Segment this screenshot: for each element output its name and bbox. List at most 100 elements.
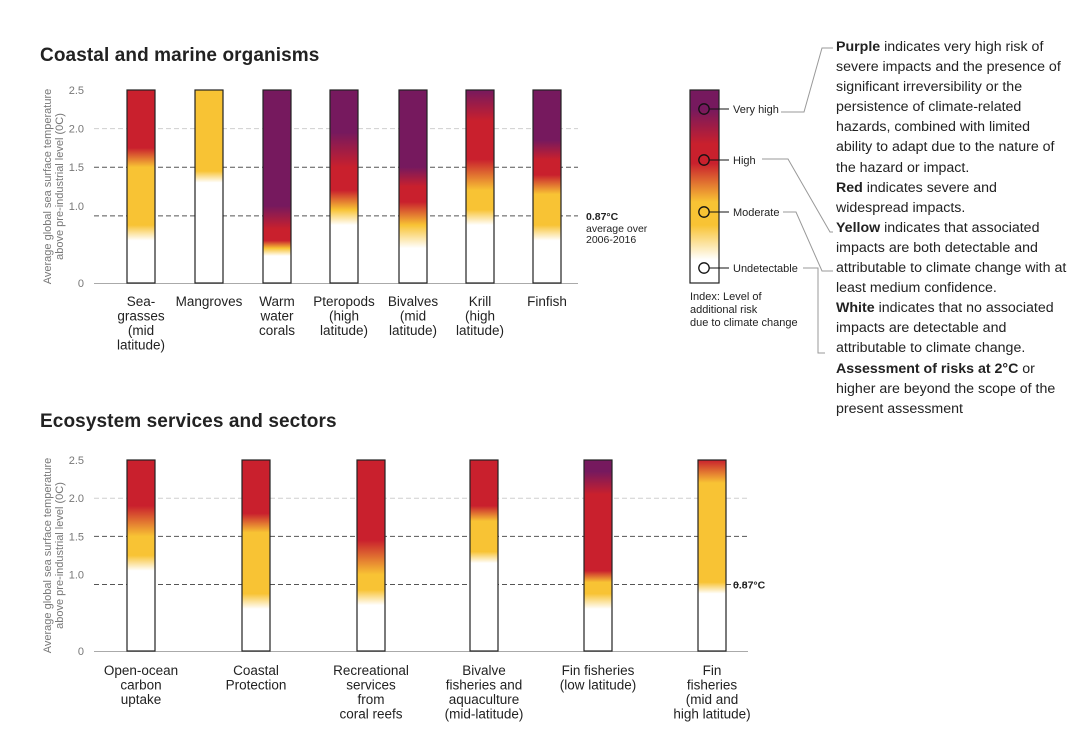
legend-connectors	[762, 47, 833, 354]
category-label: (low latitude)	[560, 678, 637, 693]
legend-description-keyword: Purple	[836, 39, 881, 55]
category-label: Recreational	[333, 663, 409, 678]
y-axis-label-line: Average global sea surface temperature	[42, 89, 54, 284]
legend-description-3: White indicates that no associated impac…	[836, 298, 1068, 358]
legend-description-keyword: Yellow	[836, 219, 881, 236]
y-tick-label: 2.0	[69, 124, 84, 136]
bar-fin-fisheries-mid-and-high-latitude	[697, 459, 727, 652]
category-label: uptake	[121, 692, 162, 707]
legend-description-text: or higher are beyond the scope of the pr…	[836, 360, 1056, 417]
legend-description-1: Red indicates severe and widespread impa…	[836, 178, 1068, 218]
bar-sea-grasses-mid-latitude	[126, 89, 156, 284]
category-label: Bivalve	[462, 663, 506, 678]
reference-line-note: average over	[586, 223, 648, 235]
category-label: Warm	[259, 294, 295, 309]
y-tick-label: 2.5	[69, 455, 84, 467]
reference-line-note: 2006-2016	[586, 234, 636, 246]
legend-description-2: Yellow indicates that associated impacts…	[836, 218, 1068, 298]
category-label: grasses	[117, 309, 165, 324]
legend-description-text: indicates severe and widespread impacts.	[836, 179, 997, 216]
category-label: Mangroves	[176, 294, 243, 309]
chart-title-organisms: Coastal and marine organisms	[40, 45, 320, 66]
legend-connector	[762, 158, 833, 233]
chart-organisms: Average global sea surface temperatureab…	[42, 85, 648, 353]
bar-pteropods-high-latitude	[329, 89, 359, 284]
category-label: (mid-latitude)	[445, 707, 524, 722]
legend-description: Purple indicates very high risk of sever…	[836, 37, 1068, 419]
legend-description-keyword: Assessment of risks at 2°C	[836, 360, 1019, 377]
category-label: Krill	[469, 294, 492, 309]
y-axis-label: Average global sea surface temperatureab…	[42, 89, 66, 284]
y-tick-label: 0	[78, 278, 84, 290]
reference-line-label: 0.87°C	[733, 580, 766, 592]
legend-caption: Index: Level of	[690, 291, 762, 303]
category-label: latitude)	[320, 323, 368, 338]
legend-description-keyword: Red	[836, 179, 863, 196]
y-tick-label: 1.5	[69, 531, 84, 543]
legend-label: Undetectable	[733, 263, 798, 275]
legend-description-0: Purple indicates very high risk of sever…	[836, 37, 1068, 178]
legend-caption: due to climate change	[690, 317, 798, 329]
y-tick-label: 0	[78, 646, 84, 658]
bar-warm-water-corals	[262, 89, 292, 284]
category-label: aquaculture	[449, 692, 520, 707]
bar-recreational-services-from-coral-reefs	[356, 459, 386, 652]
category-label: water	[259, 309, 294, 324]
legend-label: High	[733, 155, 756, 167]
category-label: (high	[465, 309, 495, 324]
y-axis-label-line: above pre-industrial level (0C)	[54, 113, 66, 260]
category-label: latitude)	[456, 323, 504, 338]
legend-description-text: indicates very high risk of severe impac…	[836, 39, 1061, 176]
legend-color-bar	[689, 89, 720, 284]
category-label: Sea-	[127, 294, 156, 309]
category-label: services	[346, 678, 396, 693]
y-tick-label: 1.0	[69, 570, 84, 582]
category-label: Bivalves	[388, 294, 439, 309]
bar-krill-high-latitude	[465, 89, 495, 284]
bar-mangroves	[194, 89, 224, 284]
category-label: Pteropods	[313, 294, 375, 309]
y-axis-label-line: above pre-industrial level (0C)	[54, 482, 66, 629]
bar-bivalves-mid-latitude	[398, 89, 428, 284]
category-label: (mid and	[686, 692, 739, 707]
legend-label: Moderate	[733, 207, 779, 219]
chart-title-services: Ecosystem services and sectors	[40, 411, 337, 432]
bar-bivalve-fisheries-and-aquaculture-mid-latitude	[469, 459, 499, 652]
category-label: Fin fisheries	[562, 663, 635, 678]
reference-line-label: 0.87°C	[586, 211, 619, 223]
category-label: (mid	[128, 323, 154, 338]
legend-label: Very high	[733, 104, 779, 116]
category-label: carbon	[120, 678, 161, 693]
y-tick-label: 2.0	[69, 493, 84, 505]
y-tick-label: 2.5	[69, 85, 84, 97]
bar-open-ocean-carbon-uptake	[126, 459, 156, 652]
category-label: fisheries and	[446, 678, 523, 693]
category-label: latitude)	[117, 338, 165, 353]
legend-connector	[803, 267, 825, 354]
category-label: coral reefs	[339, 707, 402, 722]
category-label: Open-ocean	[104, 663, 178, 678]
chart-services: Average global sea surface temperatureab…	[42, 455, 766, 722]
legend-description-keyword: White	[836, 300, 875, 317]
risk-index-legend: Very high High Moderate Undetectable Index: …	[689, 89, 798, 329]
category-label: from	[358, 692, 385, 707]
category-label: Protection	[226, 678, 287, 693]
y-axis-label: Average global sea surface temperatureab…	[42, 458, 66, 653]
legend-connector	[781, 47, 833, 113]
category-label: (mid	[400, 309, 426, 324]
category-label: fisheries	[687, 678, 738, 693]
y-tick-label: 1.5	[69, 162, 84, 174]
bar-coastal-protection	[241, 459, 271, 652]
category-label: Coastal	[233, 663, 279, 678]
y-tick-label: 1.0	[69, 201, 84, 213]
legend-description-text: indicates that associated impacts are bo…	[836, 219, 1067, 297]
bar-finfish	[532, 89, 562, 284]
category-label: corals	[259, 323, 295, 338]
legend-caption: additional risk	[690, 304, 758, 316]
category-label: (high	[329, 309, 359, 324]
category-label: high latitude)	[673, 707, 750, 722]
bar-fin-fisheries-low-latitude	[583, 459, 613, 652]
legend-marker-undetectable	[698, 262, 710, 274]
category-label: Fin	[703, 663, 722, 678]
